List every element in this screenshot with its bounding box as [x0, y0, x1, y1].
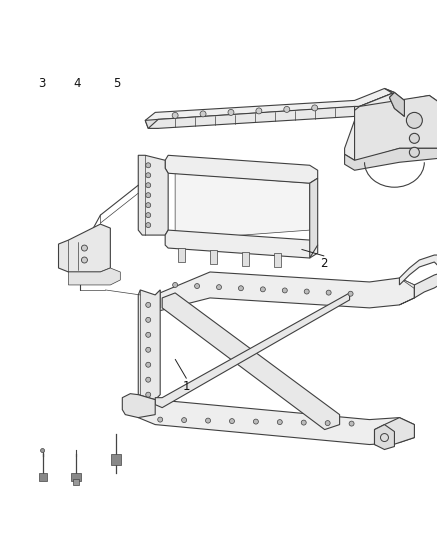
Circle shape: [182, 417, 187, 423]
Circle shape: [301, 420, 306, 425]
Circle shape: [146, 213, 151, 217]
Circle shape: [146, 392, 151, 397]
Polygon shape: [165, 230, 318, 258]
Polygon shape: [385, 88, 404, 116]
Polygon shape: [122, 394, 155, 417]
Polygon shape: [374, 417, 414, 448]
Circle shape: [325, 421, 330, 425]
Polygon shape: [345, 148, 438, 170]
Circle shape: [146, 377, 151, 382]
Text: 3: 3: [39, 77, 46, 90]
Circle shape: [146, 193, 151, 198]
Polygon shape: [59, 224, 110, 272]
Circle shape: [230, 418, 234, 424]
Polygon shape: [138, 394, 414, 445]
Text: 1: 1: [183, 379, 190, 393]
Polygon shape: [345, 92, 438, 160]
Polygon shape: [274, 253, 281, 267]
Circle shape: [146, 183, 151, 188]
Circle shape: [81, 245, 88, 251]
Circle shape: [348, 291, 353, 296]
Polygon shape: [242, 252, 249, 266]
Circle shape: [260, 287, 265, 292]
Circle shape: [254, 419, 258, 424]
Circle shape: [256, 108, 262, 114]
Polygon shape: [145, 88, 395, 128]
Circle shape: [284, 107, 290, 112]
Text: 4: 4: [73, 77, 81, 90]
Polygon shape: [148, 107, 360, 128]
Polygon shape: [155, 290, 160, 312]
Polygon shape: [389, 92, 404, 116]
Polygon shape: [399, 255, 438, 285]
Polygon shape: [111, 454, 121, 465]
Circle shape: [277, 419, 283, 425]
Polygon shape: [165, 155, 318, 183]
Circle shape: [172, 112, 178, 118]
Polygon shape: [355, 95, 438, 160]
Circle shape: [410, 147, 419, 157]
Circle shape: [158, 417, 162, 422]
Circle shape: [283, 288, 287, 293]
Circle shape: [146, 163, 151, 168]
Polygon shape: [414, 272, 438, 298]
Circle shape: [205, 418, 211, 423]
Circle shape: [146, 317, 151, 322]
Polygon shape: [374, 425, 395, 449]
Polygon shape: [310, 178, 318, 258]
Circle shape: [146, 362, 151, 367]
Polygon shape: [355, 92, 395, 110]
Circle shape: [406, 112, 422, 128]
Circle shape: [146, 203, 151, 208]
Circle shape: [312, 105, 318, 111]
Circle shape: [326, 290, 331, 295]
Polygon shape: [71, 473, 81, 481]
Polygon shape: [175, 173, 310, 240]
Circle shape: [146, 302, 151, 308]
Circle shape: [238, 286, 244, 290]
Circle shape: [81, 257, 88, 263]
Polygon shape: [68, 268, 120, 285]
Circle shape: [194, 284, 200, 288]
Circle shape: [146, 173, 151, 177]
Circle shape: [228, 109, 234, 116]
Polygon shape: [210, 250, 217, 264]
Circle shape: [216, 285, 222, 289]
Text: 2: 2: [320, 257, 328, 270]
Circle shape: [173, 282, 178, 287]
Polygon shape: [145, 119, 158, 128]
Polygon shape: [155, 272, 414, 312]
Circle shape: [146, 348, 151, 352]
Circle shape: [41, 449, 45, 453]
Polygon shape: [155, 293, 350, 408]
Circle shape: [146, 333, 151, 337]
Circle shape: [349, 421, 354, 426]
Polygon shape: [162, 293, 339, 430]
Polygon shape: [74, 480, 79, 486]
Circle shape: [410, 133, 419, 143]
Text: 5: 5: [113, 77, 120, 90]
Polygon shape: [138, 155, 168, 235]
Polygon shape: [138, 290, 160, 400]
Circle shape: [146, 223, 151, 228]
Polygon shape: [178, 248, 185, 262]
Circle shape: [304, 289, 309, 294]
Polygon shape: [399, 278, 419, 305]
Polygon shape: [39, 473, 46, 481]
Circle shape: [200, 111, 206, 117]
